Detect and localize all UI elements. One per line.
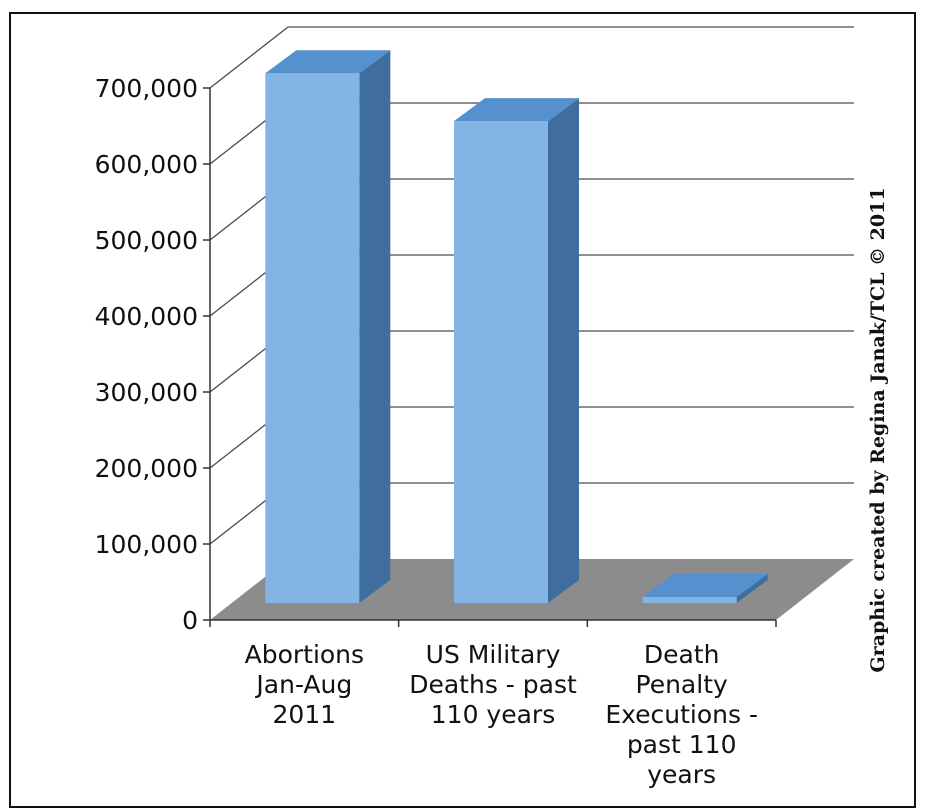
x-tick-label: US Military Deaths - past 110 years — [409, 640, 577, 729]
x-tick-label-line: 110 years — [431, 700, 555, 729]
x-tick-label-line: US Military — [426, 640, 561, 669]
y-tick-label: 400,000 — [95, 302, 198, 331]
x-tick-label: Death Penalty Executions -past 110 years — [605, 640, 758, 789]
x-tick-label-line: years — [647, 760, 716, 789]
x-tick-label-line: Executions - — [605, 700, 758, 729]
gridline-wall — [209, 26, 289, 89]
x-tick-label-line: Penalty — [636, 670, 728, 699]
y-tick-label: 700,000 — [95, 74, 198, 103]
x-tick-label-line: Abortions — [245, 640, 364, 669]
bar — [454, 121, 548, 603]
x-tick-label: Abortions Jan-Aug 2011 — [245, 640, 364, 729]
bar-top — [642, 574, 768, 597]
y-tick-label: 300,000 — [95, 378, 198, 407]
bar-top — [454, 98, 579, 122]
x-tick-label-line: Jan-Aug — [254, 670, 352, 699]
bar-side — [548, 98, 579, 603]
y-tick-label: 0 — [182, 606, 198, 635]
y-tick-label: 500,000 — [95, 226, 198, 255]
y-tick-label: 100,000 — [95, 530, 198, 559]
credit-text: Graphic created by Regina Janak/TCL © 20… — [867, 187, 889, 673]
bar-side — [359, 50, 391, 603]
x-tick-label-line: Deaths - past — [409, 670, 577, 699]
x-tick-label-line: Death — [644, 640, 720, 669]
x-tick-label-line: 2011 — [273, 700, 337, 729]
y-tick-label: 600,000 — [95, 150, 198, 179]
y-tick-label: 200,000 — [95, 454, 198, 483]
bar — [265, 73, 360, 603]
x-tick-label-line: past 110 — [627, 730, 737, 759]
bar — [642, 597, 737, 603]
bar-top — [265, 50, 391, 74]
bar-side — [736, 574, 768, 603]
